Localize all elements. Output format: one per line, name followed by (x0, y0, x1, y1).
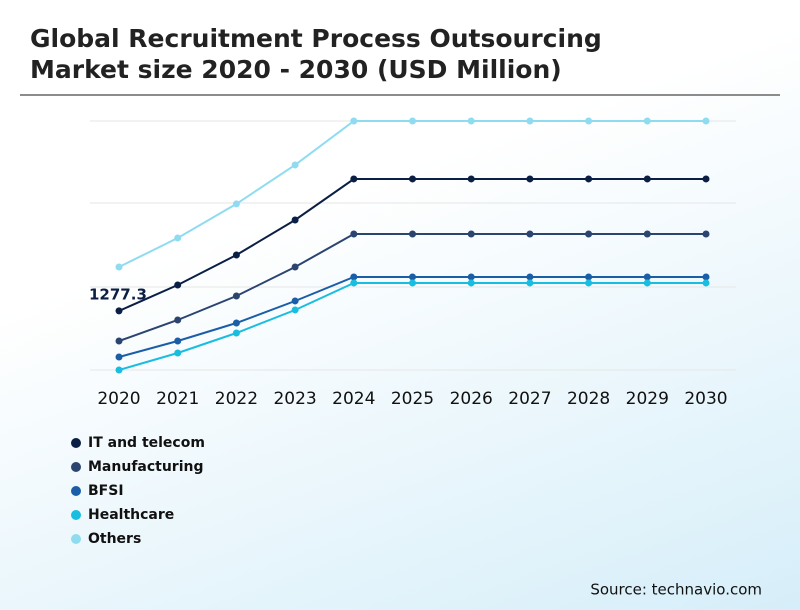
data-point (585, 117, 593, 125)
x-tick-label: 2024 (332, 389, 375, 409)
legend-label: Manufacturing (88, 459, 204, 475)
data-point (232, 292, 240, 300)
data-point (409, 175, 416, 183)
data-point (585, 279, 593, 287)
x-tick-label: 2027 (508, 389, 551, 409)
x-tick-label: 2030 (684, 389, 727, 409)
data-point (291, 161, 299, 169)
data-point (643, 230, 651, 238)
legend-marker (71, 534, 81, 544)
data-point (115, 353, 123, 361)
data-point (115, 263, 123, 271)
data-point (409, 273, 416, 281)
data-point (702, 117, 710, 125)
data-point (174, 316, 182, 324)
data-point (174, 337, 182, 345)
data-point (174, 281, 182, 289)
data-point (585, 175, 593, 183)
data-point (350, 273, 358, 281)
x-tick-label: 2025 (391, 389, 434, 409)
data-label: 1277.3 (89, 285, 147, 303)
data-point (291, 306, 299, 314)
data-point (409, 117, 416, 125)
data-point (526, 117, 534, 125)
data-point (232, 319, 240, 327)
x-tick-label: 2028 (567, 389, 610, 409)
data-point (467, 279, 475, 287)
data-point (350, 230, 358, 238)
data-point (174, 349, 182, 357)
data-point (115, 307, 123, 315)
data-point (232, 200, 240, 208)
chart-title: Global Recruitment Process Outsourcing (30, 24, 602, 53)
data-point (643, 117, 651, 125)
data-point (702, 273, 710, 281)
data-point (702, 230, 710, 238)
data-point (643, 273, 651, 281)
series-line (118, 178, 706, 312)
legend-marker (71, 486, 81, 496)
data-point (585, 273, 593, 281)
data-point (526, 273, 534, 281)
legend-marker (71, 510, 81, 520)
x-tick-label: 2029 (626, 389, 669, 409)
data-point (526, 279, 534, 287)
data-point (232, 251, 240, 259)
data-point (585, 230, 593, 238)
data-point (702, 279, 710, 287)
legend-label: IT and telecom (88, 435, 205, 451)
data-point (526, 230, 534, 238)
chart-title: Market size 2020 - 2030 (USD Million) (30, 55, 562, 84)
source: Source: technavio.com (590, 581, 762, 599)
data-point (350, 117, 358, 125)
legend-marker (71, 462, 81, 472)
series-line (118, 120, 706, 268)
data-point (115, 337, 123, 345)
legend-marker (71, 438, 81, 448)
data-point (174, 234, 182, 242)
data-point (467, 175, 475, 183)
data-point (467, 273, 475, 281)
legend-label: BFSI (88, 483, 124, 499)
data-point (350, 175, 358, 183)
x-tick-label: 2023 (273, 389, 316, 409)
data-point (526, 175, 534, 183)
data-point (232, 329, 240, 337)
legend-label: Healthcare (88, 507, 174, 523)
data-point (409, 279, 416, 287)
data-point (467, 117, 475, 125)
x-tick-label: 2020 (97, 389, 140, 409)
data-point (291, 216, 299, 224)
data-point (643, 175, 651, 183)
data-point (409, 230, 416, 238)
data-point (350, 279, 358, 287)
series-line (118, 276, 706, 358)
data-point (115, 366, 123, 374)
data-point (291, 263, 299, 271)
data-point (291, 297, 299, 305)
series-line (118, 282, 706, 371)
data-point (702, 175, 710, 183)
x-tick-label: 2026 (450, 389, 493, 409)
data-point (643, 279, 651, 287)
x-tick-label: 2022 (215, 389, 258, 409)
x-tick-label: 2021 (156, 389, 199, 409)
legend-label: Others (88, 531, 141, 547)
data-point (467, 230, 475, 238)
